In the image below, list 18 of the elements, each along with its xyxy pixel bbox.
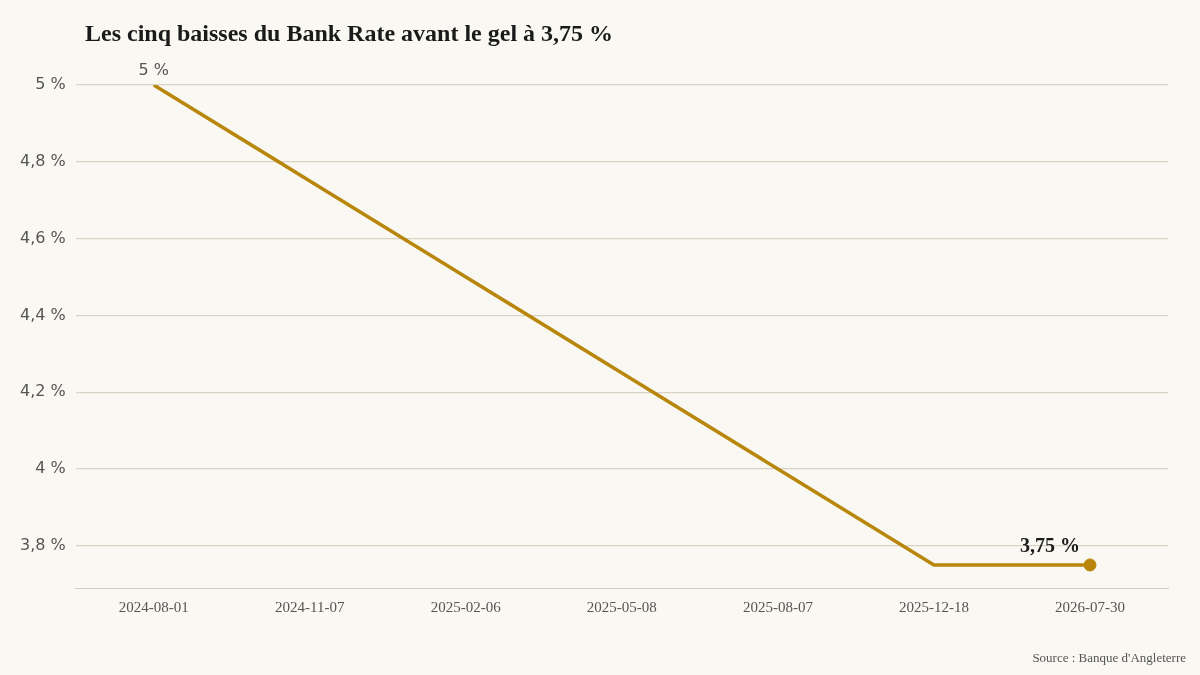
y-tick-label: 4 %	[35, 458, 66, 478]
x-tick-label: 2024-11-07	[275, 598, 346, 615]
x-tick-label: 2025-12-18	[898, 598, 969, 615]
x-tick-label: 2025-02-06	[430, 598, 502, 615]
x-tick-label: 2026-07-30	[1054, 598, 1125, 615]
y-tick-label: 4,2 %	[20, 381, 66, 401]
y-tick-label: 4,4 %	[20, 304, 66, 324]
y-tick-label: 3,8 %	[20, 534, 66, 554]
chart-title: Les cinq baisses du Bank Rate avant le gel à 3,75 %	[85, 20, 614, 47]
source-note: Source : Banque d'Angleterre	[1032, 650, 1186, 666]
x-tick-label: 2025-08-07	[742, 598, 814, 615]
y-tick-label: 4,8 %	[20, 150, 66, 170]
data-label: 5 %	[138, 60, 169, 80]
y-tick-label: 4,6 %	[20, 227, 66, 247]
y-tick-label: 5 %	[35, 74, 66, 94]
x-tick-label: 2024-08-01	[118, 598, 189, 615]
x-tick-label: 2025-05-08	[586, 598, 657, 615]
data-label: 3,75 %	[1019, 534, 1080, 557]
